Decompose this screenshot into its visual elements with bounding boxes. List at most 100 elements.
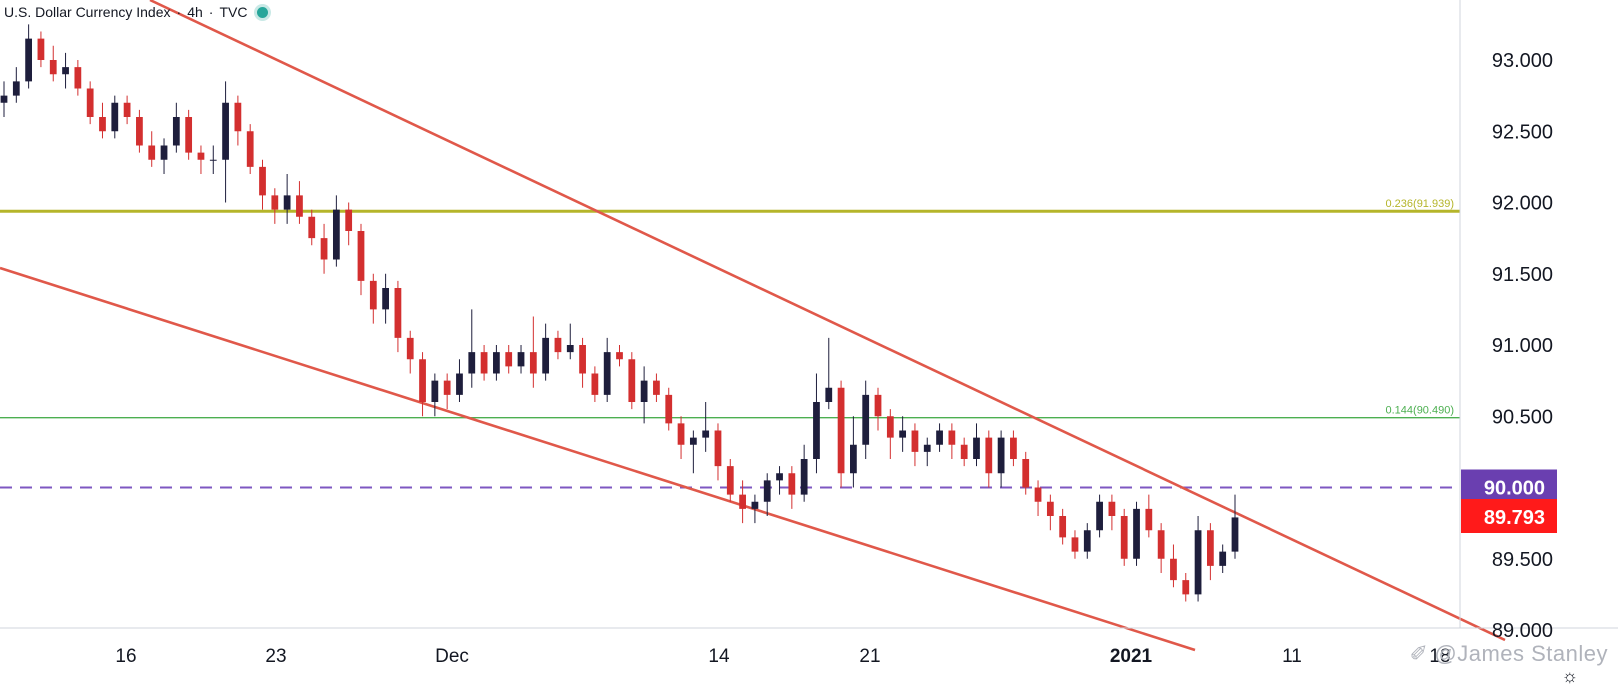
candle	[197, 145, 205, 174]
last-price-badge: 89.793	[1461, 498, 1557, 533]
candle	[209, 145, 217, 174]
candle-body	[1083, 530, 1091, 552]
candle	[283, 174, 291, 224]
candle	[923, 437, 931, 467]
candle-body	[788, 473, 796, 495]
x-tick-label: 16	[115, 646, 136, 667]
candle	[973, 423, 980, 467]
candle	[726, 459, 734, 502]
fib-level-label: 0.144(90.490)	[1386, 405, 1455, 417]
candle	[862, 380, 870, 459]
x-tick-label: 21	[859, 646, 880, 667]
candle	[616, 345, 623, 367]
price-badges: 90.000 89.793	[1461, 469, 1557, 533]
candle	[308, 209, 316, 246]
candle-body	[603, 352, 611, 395]
candle-body	[1010, 437, 1017, 459]
candle-body	[1108, 501, 1116, 516]
candle	[505, 345, 513, 374]
candle-body	[320, 238, 328, 260]
source-label: TVC	[219, 4, 248, 20]
candle	[357, 223, 365, 296]
candle-body	[86, 88, 94, 117]
candle	[480, 345, 488, 381]
candle	[825, 337, 833, 410]
candle-body	[345, 209, 353, 231]
candle-body	[850, 444, 857, 474]
candle-body	[1133, 508, 1140, 559]
candle	[37, 31, 45, 68]
interval-label: 4h	[187, 4, 203, 20]
candle-body	[997, 437, 1005, 474]
candle	[320, 223, 328, 274]
candle-body	[99, 117, 106, 132]
candle-body	[554, 337, 562, 353]
candle-body	[726, 466, 734, 495]
candle-body	[862, 394, 870, 445]
candle	[1059, 508, 1067, 545]
x-tick-label: 14	[708, 646, 730, 667]
candle-body	[1170, 558, 1177, 581]
candle-body	[1120, 516, 1128, 559]
candle-body	[936, 430, 943, 445]
candle-body	[542, 337, 550, 374]
level-badge-bg	[1461, 469, 1557, 504]
candle	[1133, 501, 1140, 566]
gear-icon[interactable]: ☼	[1561, 666, 1579, 686]
candle-body	[172, 117, 180, 146]
candle-body	[419, 359, 426, 402]
candle-body	[234, 102, 242, 132]
level-badge-text: 90.000	[1484, 478, 1545, 500]
candle-body	[456, 373, 463, 395]
candle	[62, 52, 69, 89]
candle	[1010, 430, 1017, 467]
candle-body	[640, 380, 648, 402]
candle-body	[1145, 508, 1153, 531]
candle	[1194, 516, 1202, 602]
legend-separator: ·	[176, 4, 182, 20]
candle-body	[960, 444, 968, 459]
candle-body	[1219, 551, 1227, 566]
candle-body	[689, 437, 697, 445]
candle	[899, 416, 907, 452]
candle	[517, 345, 525, 374]
candle	[0, 81, 8, 117]
candle	[677, 416, 685, 459]
candle-body	[431, 380, 439, 402]
y-tick-label: 91.500	[1492, 264, 1553, 286]
candle	[640, 366, 648, 424]
candle-body	[12, 81, 20, 96]
candle	[1046, 494, 1054, 531]
bird-logo-icon: ✐	[1409, 641, 1429, 666]
candle-body	[653, 380, 660, 395]
x-tick-label: 18	[1429, 646, 1450, 667]
candle	[542, 323, 550, 381]
candle-body	[148, 145, 156, 160]
candle	[160, 138, 168, 174]
symbol-legend[interactable]: U.S. Dollar Currency Index · 4h · TVC	[4, 4, 269, 20]
candle	[886, 409, 894, 459]
candle-body	[25, 38, 33, 82]
candle-body	[566, 345, 574, 353]
candle-body	[1206, 530, 1214, 566]
candle	[136, 109, 143, 153]
candle	[443, 373, 451, 410]
level-badge: 90.000	[1461, 469, 1557, 504]
candle-body	[886, 416, 894, 438]
fib-level-label: 0.236(91.939)	[1386, 198, 1455, 210]
candle-body	[1157, 530, 1165, 559]
candle-body	[973, 437, 980, 459]
candle-body	[776, 473, 783, 481]
axes: 93.000 92.500 92.000 91.500 91.000 90.500 90.0…	[0, 0, 1618, 667]
candle	[788, 466, 796, 509]
symbol-name: U.S. Dollar Currency Index	[4, 4, 171, 20]
candle-body	[1034, 487, 1042, 502]
candle-body	[677, 423, 685, 445]
watermark-text: @James Stanley	[1434, 641, 1608, 666]
candle-body	[874, 394, 882, 417]
candle	[1096, 494, 1103, 538]
candle	[566, 323, 574, 360]
candle-body	[665, 394, 673, 424]
